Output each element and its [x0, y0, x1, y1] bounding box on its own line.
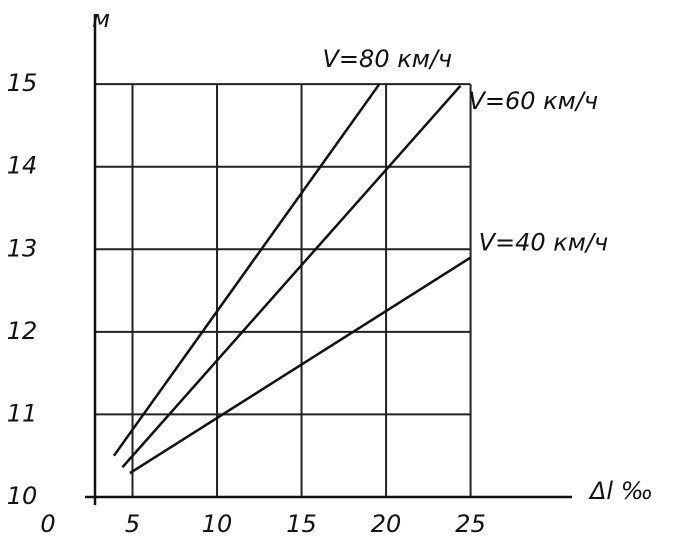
- x-tick-label: 20: [371, 510, 402, 538]
- series-line: [121, 85, 462, 469]
- y-tick-label: 13: [7, 234, 38, 262]
- y-tick-label: 14: [7, 152, 38, 180]
- y-tick-label: 10: [7, 482, 38, 510]
- x-tick-label: 10: [202, 510, 233, 538]
- y-tick-label: 12: [7, 317, 38, 345]
- series-line: [112, 83, 381, 457]
- y-axis-label: м: [92, 5, 110, 33]
- x-tick-label: 15: [286, 510, 317, 538]
- x-tick-label: 5: [125, 510, 140, 538]
- series-line: [129, 256, 472, 475]
- y-tick-label: 11: [7, 399, 38, 427]
- series-label: V=80 км/ч: [323, 45, 453, 73]
- y-tick-label: 15: [7, 69, 38, 97]
- series-label: V=40 км/ч: [479, 229, 609, 257]
- x-tick-label: 25: [455, 510, 486, 538]
- x-axis-label: Δl ‰: [588, 477, 653, 505]
- x-tick-label: 0: [40, 510, 55, 538]
- series-label: V=60 км/ч: [468, 87, 598, 115]
